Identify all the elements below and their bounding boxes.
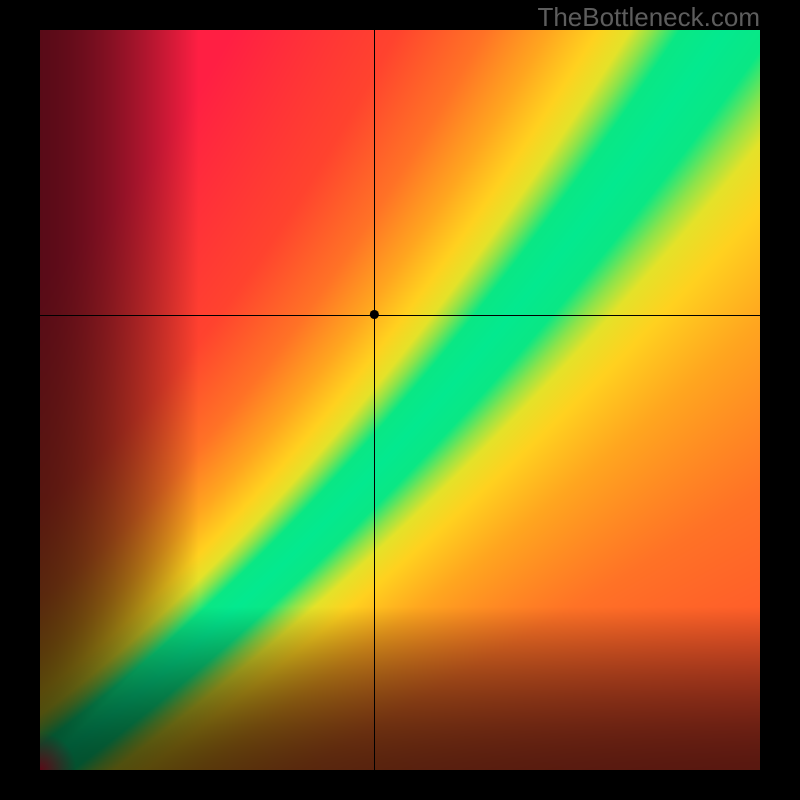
watermark-text: TheBottleneck.com bbox=[537, 2, 760, 33]
bottleneck-heatmap bbox=[40, 30, 760, 770]
